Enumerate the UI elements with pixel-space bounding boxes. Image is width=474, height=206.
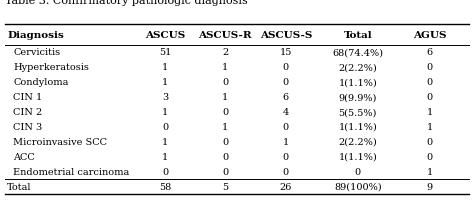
Text: 6: 6	[283, 93, 289, 102]
Text: 2(2.2%): 2(2.2%)	[338, 137, 377, 146]
Text: Table 3. Confirmatory pathologic diagnosis: Table 3. Confirmatory pathologic diagnos…	[5, 0, 247, 6]
Text: 1: 1	[427, 122, 433, 131]
Text: 0: 0	[162, 167, 168, 176]
Text: 68(74.4%): 68(74.4%)	[332, 48, 383, 57]
Text: 6: 6	[427, 48, 433, 57]
Text: 0: 0	[222, 137, 228, 146]
Text: AGUS: AGUS	[413, 30, 447, 40]
Text: Diagnosis: Diagnosis	[7, 30, 64, 40]
Text: 2(2.2%): 2(2.2%)	[338, 63, 377, 72]
Text: 1: 1	[427, 167, 433, 176]
Text: 0: 0	[427, 152, 433, 161]
Text: CIN 1: CIN 1	[13, 93, 43, 102]
Text: 1: 1	[162, 63, 168, 72]
Text: ASCUS-S: ASCUS-S	[260, 30, 312, 40]
Text: 1: 1	[222, 122, 228, 131]
Text: 1: 1	[162, 152, 168, 161]
Text: 0: 0	[283, 63, 289, 72]
Text: 3: 3	[162, 93, 168, 102]
Text: 1: 1	[162, 137, 168, 146]
Text: 9: 9	[427, 182, 433, 191]
Text: 1: 1	[283, 137, 289, 146]
Text: 1(1.1%): 1(1.1%)	[338, 122, 377, 131]
Text: 0: 0	[162, 122, 168, 131]
Text: 1: 1	[222, 63, 228, 72]
Text: CIN 2: CIN 2	[13, 108, 43, 117]
Text: 0: 0	[283, 152, 289, 161]
Text: Condyloma: Condyloma	[13, 78, 69, 87]
Text: 15: 15	[280, 48, 292, 57]
Text: ASCUS: ASCUS	[145, 30, 185, 40]
Text: 0: 0	[355, 167, 361, 176]
Text: 26: 26	[280, 182, 292, 191]
Text: ASCUS-R: ASCUS-R	[199, 30, 252, 40]
Text: 89(100%): 89(100%)	[334, 182, 382, 191]
Text: 0: 0	[283, 167, 289, 176]
Text: 51: 51	[159, 48, 171, 57]
Text: 0: 0	[222, 152, 228, 161]
Text: CIN 3: CIN 3	[13, 122, 43, 131]
Text: 1: 1	[222, 93, 228, 102]
Text: 1(1.1%): 1(1.1%)	[338, 152, 377, 161]
Text: Hyperkeratosis: Hyperkeratosis	[13, 63, 89, 72]
Text: 58: 58	[159, 182, 171, 191]
Text: Microinvasive SCC: Microinvasive SCC	[13, 137, 107, 146]
Text: 5(5.5%): 5(5.5%)	[338, 108, 377, 117]
Text: 1: 1	[427, 108, 433, 117]
Text: Endometrial carcinoma: Endometrial carcinoma	[13, 167, 129, 176]
Text: ACC: ACC	[13, 152, 35, 161]
Text: 0: 0	[222, 78, 228, 87]
Text: 9(9.9%): 9(9.9%)	[338, 93, 377, 102]
Text: Total: Total	[344, 30, 372, 40]
Text: 5: 5	[222, 182, 228, 191]
Text: Cervicitis: Cervicitis	[13, 48, 60, 57]
Text: 0: 0	[427, 93, 433, 102]
Text: 0: 0	[283, 122, 289, 131]
Text: 1: 1	[162, 108, 168, 117]
Text: 0: 0	[283, 78, 289, 87]
Text: 1(1.1%): 1(1.1%)	[338, 78, 377, 87]
Text: 2: 2	[222, 48, 228, 57]
Text: 4: 4	[283, 108, 289, 117]
Text: 0: 0	[222, 108, 228, 117]
Text: 0: 0	[427, 63, 433, 72]
Text: 0: 0	[222, 167, 228, 176]
Text: 1: 1	[162, 78, 168, 87]
Text: Total: Total	[7, 182, 32, 191]
Text: 0: 0	[427, 137, 433, 146]
Text: 0: 0	[427, 78, 433, 87]
